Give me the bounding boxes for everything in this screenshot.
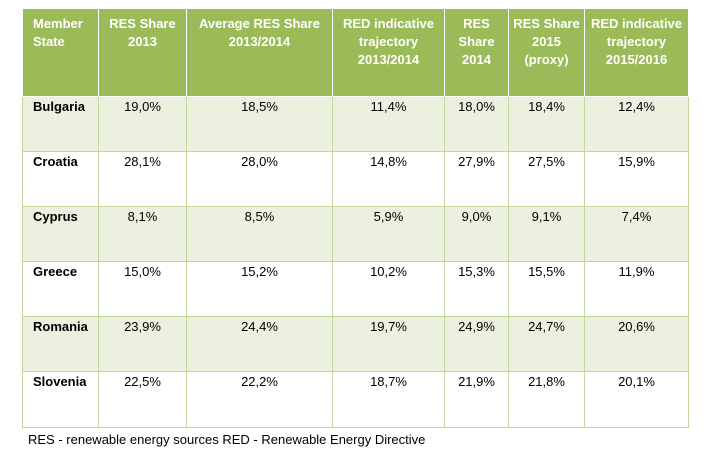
cell-res-2014: 24,9% [444,316,509,372]
cell-red-2013-2014: 5,9% [332,206,445,262]
cell-res-2013: 23,9% [98,316,187,372]
table-row: Romania 23,9% 24,4% 19,7% 24,9% 24,7% 20… [22,316,689,372]
cell-red-2013-2014: 14,8% [332,151,445,207]
table-header-row: Member State RES Share 2013 Average RES … [22,8,689,97]
header-res-share-2015: RES Share 2015 (proxy) [508,8,585,97]
header-res-share-2013: RES Share 2013 [98,8,187,97]
cell-average-res: 18,5% [186,96,333,152]
cell-red-2013-2014: 18,7% [332,371,445,428]
cell-average-res: 8,5% [186,206,333,262]
cell-res-2014: 21,9% [444,371,509,428]
cell-member-state: Slovenia [22,371,99,428]
cell-red-2015-2016: 15,9% [584,151,689,207]
cell-res-2013: 28,1% [98,151,187,207]
cell-average-res: 24,4% [186,316,333,372]
cell-res-2015: 27,5% [508,151,585,207]
cell-red-2015-2016: 11,9% [584,261,689,317]
cell-red-2013-2014: 10,2% [332,261,445,317]
cell-red-2013-2014: 19,7% [332,316,445,372]
cell-res-2015: 15,5% [508,261,585,317]
cell-res-2015: 21,8% [508,371,585,428]
cell-red-2015-2016: 20,6% [584,316,689,372]
res-share-table-container: Member State RES Share 2013 Average RES … [22,8,689,428]
table-footnote: RES - renewable energy sources RED - Ren… [28,432,426,447]
cell-average-res: 15,2% [186,261,333,317]
cell-res-2015: 18,4% [508,96,585,152]
table-row: Greece 15,0% 15,2% 10,2% 15,3% 15,5% 11,… [22,261,689,317]
cell-average-res: 22,2% [186,371,333,428]
cell-red-2015-2016: 7,4% [584,206,689,262]
cell-res-2014: 15,3% [444,261,509,317]
table-row: Slovenia 22,5% 22,2% 18,7% 21,9% 21,8% 2… [22,371,689,428]
header-red-trajectory-2015-2016: RED indicative trajectory 2015/2016 [584,8,689,97]
cell-member-state: Greece [22,261,99,317]
cell-res-2015: 9,1% [508,206,585,262]
cell-res-2013: 19,0% [98,96,187,152]
header-res-share-2014: RES Share 2014 [444,8,509,97]
header-member-state: Member State [22,8,99,97]
cell-res-2013: 22,5% [98,371,187,428]
cell-res-2014: 9,0% [444,206,509,262]
header-red-trajectory-2013-2014: RED indicative trajectory 2013/2014 [332,8,445,97]
cell-red-2015-2016: 12,4% [584,96,689,152]
cell-member-state: Cyprus [22,206,99,262]
table-row: Croatia 28,1% 28,0% 14,8% 27,9% 27,5% 15… [22,151,689,207]
cell-res-2015: 24,7% [508,316,585,372]
cell-average-res: 28,0% [186,151,333,207]
res-share-table: Member State RES Share 2013 Average RES … [22,8,689,428]
cell-res-2013: 8,1% [98,206,187,262]
cell-member-state: Bulgaria [22,96,99,152]
cell-res-2014: 18,0% [444,96,509,152]
table-row: Cyprus 8,1% 8,5% 5,9% 9,0% 9,1% 7,4% [22,206,689,262]
header-average-res-share: Average RES Share 2013/2014 [186,8,333,97]
cell-res-2014: 27,9% [444,151,509,207]
cell-member-state: Romania [22,316,99,372]
table-row: Bulgaria 19,0% 18,5% 11,4% 18,0% 18,4% 1… [22,96,689,152]
cell-red-2013-2014: 11,4% [332,96,445,152]
cell-red-2015-2016: 20,1% [584,371,689,428]
cell-member-state: Croatia [22,151,99,207]
cell-res-2013: 15,0% [98,261,187,317]
